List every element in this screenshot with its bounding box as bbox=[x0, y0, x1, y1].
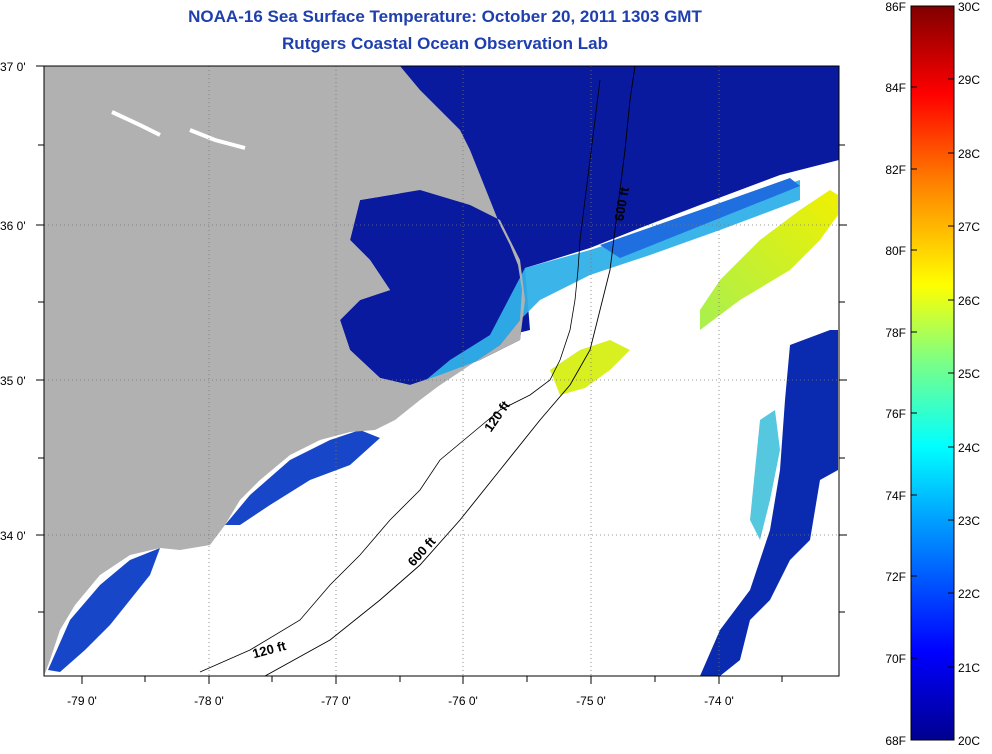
f-label-80: 80F bbox=[885, 244, 906, 258]
f-label-78: 78F bbox=[885, 326, 906, 340]
land bbox=[44, 66, 525, 676]
map-title: NOAA-16 Sea Surface Temperature: October… bbox=[188, 7, 702, 26]
cold-band-east bbox=[700, 330, 838, 676]
lon-label-74: -74 0' bbox=[704, 694, 734, 708]
f-label-70: 70F bbox=[885, 652, 906, 666]
lon-label-77: -77 0' bbox=[321, 694, 351, 708]
c-label-27: 27C bbox=[958, 220, 980, 234]
c-label-30: 30C bbox=[958, 0, 980, 14]
f-label-84: 84F bbox=[885, 81, 906, 95]
map-border bbox=[43, 65, 840, 677]
lon-ticks bbox=[81, 676, 783, 684]
pamlico-sound bbox=[340, 190, 525, 385]
isobath-label-600-north: 600 ft bbox=[611, 185, 632, 222]
lon-label-75: -75 0' bbox=[576, 694, 606, 708]
lon-label-79: -79 0' bbox=[67, 694, 97, 708]
map-subtitle: Rutgers Coastal Ocean Observation Lab bbox=[282, 34, 608, 53]
graticule bbox=[44, 66, 839, 676]
c-label-20: 20C bbox=[958, 734, 980, 748]
coastal-plume bbox=[420, 180, 800, 395]
lat-label-34: 34 0' bbox=[0, 529, 26, 543]
c-label-26: 26C bbox=[958, 294, 980, 308]
f-label-76: 76F bbox=[885, 407, 906, 421]
colorbar bbox=[910, 5, 955, 741]
c-label-25: 25C bbox=[958, 367, 980, 381]
c-label-29: 29C bbox=[958, 73, 980, 87]
lon-labels: -79 0' -78 0' -77 0' -76 0' -75 0' -74 0… bbox=[67, 694, 734, 708]
c-label-22: 22C bbox=[958, 587, 980, 601]
f-label-72: 72F bbox=[885, 570, 906, 584]
f-label-82: 82F bbox=[885, 163, 906, 177]
warm-patch-1 bbox=[700, 190, 838, 330]
lat-ticks bbox=[36, 65, 847, 613]
colorbar-c-ticks bbox=[948, 78, 954, 668]
lake-feature bbox=[111, 110, 246, 150]
long-bay-water bbox=[48, 548, 160, 672]
c-label-21: 21C bbox=[958, 661, 980, 675]
isobath-120ft bbox=[199, 79, 601, 673]
lat-label-35: 35 0' bbox=[0, 374, 26, 388]
map-area: 600 ft 120 ft 600 ft 120 ft bbox=[44, 66, 839, 676]
lon-label-78: -78 0' bbox=[194, 694, 224, 708]
c-label-24: 24C bbox=[958, 441, 980, 455]
c-label-28: 28C bbox=[958, 147, 980, 161]
lat-labels: 37 0' 36 0' 35 0' 34 0' bbox=[0, 60, 26, 543]
colorbar-c-labels: 30C 29C 28C 27C 26C 25C 24C 23C 22C 21C … bbox=[958, 0, 980, 748]
f-label-74: 74F bbox=[885, 489, 906, 503]
onslow-bay-water bbox=[225, 430, 380, 525]
isobath-600ft bbox=[264, 66, 636, 676]
colorbar-f-labels: 86F 84F 82F 80F 78F 76F 74F 72F 70F 68F bbox=[885, 0, 906, 748]
f-label-86: 86F bbox=[885, 0, 906, 14]
coastal-plume-dark bbox=[600, 178, 800, 258]
cyan-band-east bbox=[750, 410, 780, 540]
colorbar-f-ticks bbox=[911, 86, 917, 659]
lat-label-36: 36 0' bbox=[0, 219, 26, 233]
c-label-23: 23C bbox=[958, 514, 980, 528]
f-label-68: 68F bbox=[885, 734, 906, 748]
warm-patch-2 bbox=[550, 340, 630, 395]
lon-label-76: -76 0' bbox=[448, 694, 478, 708]
lat-label-37: 37 0' bbox=[0, 60, 26, 74]
